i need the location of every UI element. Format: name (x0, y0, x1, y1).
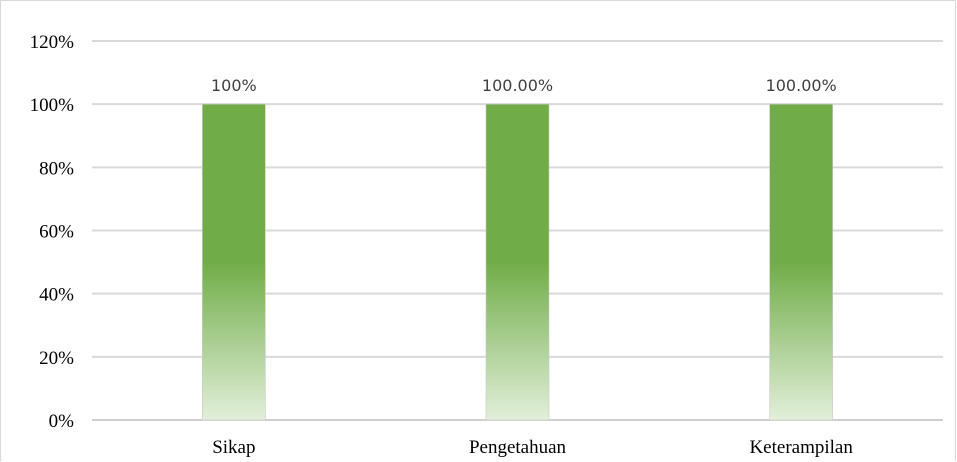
data-label: 100.00% (766, 76, 837, 95)
bar (202, 103, 266, 421)
y-tick-label: 20% (39, 348, 74, 369)
y-tick-label: 80% (39, 158, 74, 179)
category-label: Pengetahuan (469, 437, 567, 458)
category-label: Keterampilan (749, 437, 853, 458)
y-tick-label: 100% (30, 95, 75, 116)
bar (769, 103, 833, 421)
y-tick-label: 40% (39, 285, 74, 306)
x-axis-category-labels: Sikap Pengetahuan Keterampilan (212, 437, 853, 458)
y-tick-label: 0% (49, 411, 75, 432)
y-tick-label: 120% (30, 32, 75, 53)
bar (485, 103, 550, 421)
y-axis-tick-labels: 0% 20% 40% 60% 80% 100% 120% (30, 32, 75, 432)
bars (202, 103, 833, 421)
data-labels: 100% 100.00% 100.00% (211, 76, 837, 95)
data-label: 100% (211, 76, 257, 95)
y-tick-label: 60% (39, 222, 74, 243)
category-label: Sikap (212, 437, 255, 458)
data-label: 100.00% (482, 76, 553, 95)
